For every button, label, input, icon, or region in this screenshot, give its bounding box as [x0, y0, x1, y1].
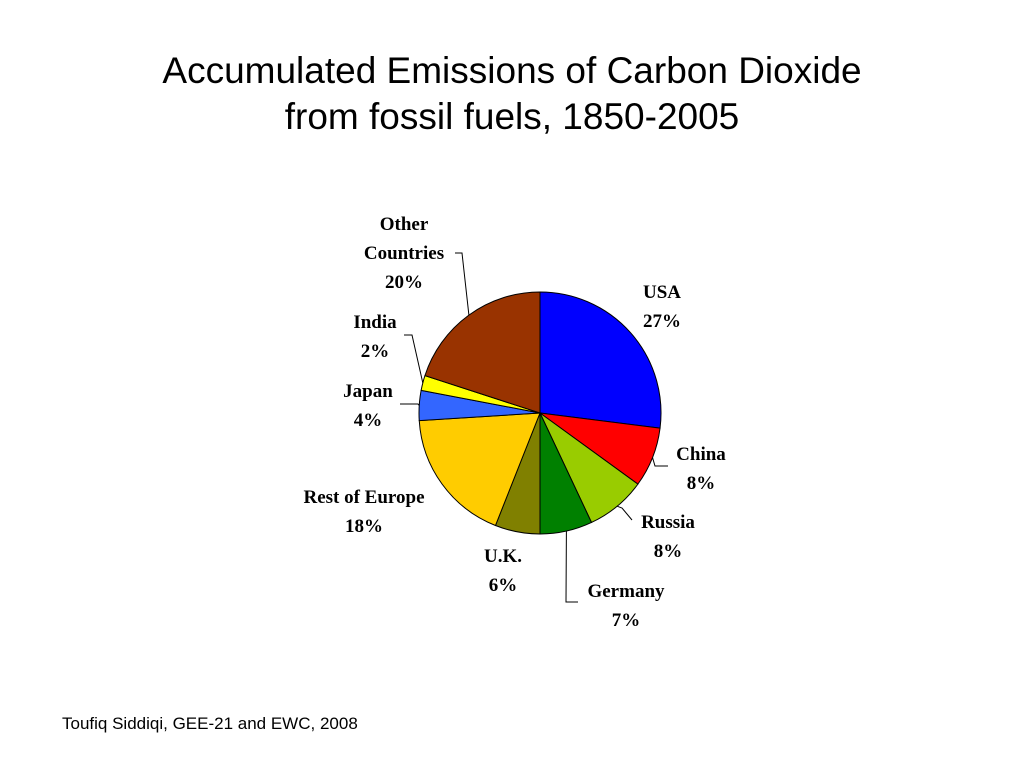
leader-line-japan [400, 403, 420, 406]
leader-line-germany [565, 531, 578, 603]
chart-title: Accumulated Emissions of Carbon Dioxide … [0, 48, 1024, 140]
slice-percent-rest-of-europe: 18% [345, 516, 383, 537]
slice-name-usa: USA [643, 282, 681, 303]
slice-label-russia: Russia 8% [641, 512, 695, 562]
slice-percent-other-countries: 20% [385, 272, 423, 293]
leader-lines [400, 252, 668, 603]
slice-percent-russia: 8% [654, 541, 683, 562]
pie-slice-rest-of-europe [418, 412, 541, 527]
slice-label-germany: Germany 7% [587, 581, 665, 631]
slice-name-other-countries: Other [380, 214, 429, 235]
slice-name-rest-of-europe: Rest of Europe [303, 487, 424, 508]
pie-slice-other-countries [424, 291, 541, 414]
title-line-1: Accumulated Emissions of Carbon Dioxide [162, 50, 862, 91]
leader-line-other-countries [455, 252, 470, 316]
slice-percent-germany: 7% [612, 610, 641, 631]
leader-line-india [404, 334, 424, 384]
slice-percent-usa: 27% [643, 311, 681, 332]
pie-slice-usa [539, 291, 662, 429]
leader-line-russia [616, 505, 633, 521]
slice-percent-china: 8% [687, 473, 716, 494]
slice-name-u-k: U.K. [484, 546, 522, 567]
slice-percent-u-k: 6% [489, 575, 518, 596]
slice-name-india: India [353, 312, 397, 333]
slice-label-u-k: U.K. 6% [484, 546, 522, 596]
source-credit: Toufiq Siddiqi, GEE-21 and EWC, 2008 [62, 714, 358, 733]
slice-label-china: China 8% [676, 444, 726, 494]
slice-name-china: China [676, 444, 726, 465]
slice-name-other-countries: Countries [364, 243, 444, 264]
slice-label-india: India 2% [353, 312, 397, 362]
leader-line-china [652, 457, 668, 467]
slice-labels: USA 27% China 8% Russia 8% Germany 7% U.K. 6% Rest… [303, 214, 726, 631]
slice-label-other-countries: Other Countries 20% [364, 214, 444, 293]
slice-name-germany: Germany [587, 581, 665, 602]
slice-name-japan: Japan [343, 381, 393, 402]
slice-label-rest-of-europe: Rest of Europe 18% [303, 487, 424, 537]
pie-slices [418, 291, 662, 535]
slice-label-japan: Japan 4% [343, 381, 393, 431]
title-line-2: from fossil fuels, 1850-2005 [284, 96, 740, 137]
slice-percent-japan: 4% [354, 410, 383, 431]
slice-label-usa: USA 27% [643, 282, 681, 332]
slice-name-russia: Russia [641, 512, 695, 533]
slice-percent-india: 2% [361, 341, 390, 362]
